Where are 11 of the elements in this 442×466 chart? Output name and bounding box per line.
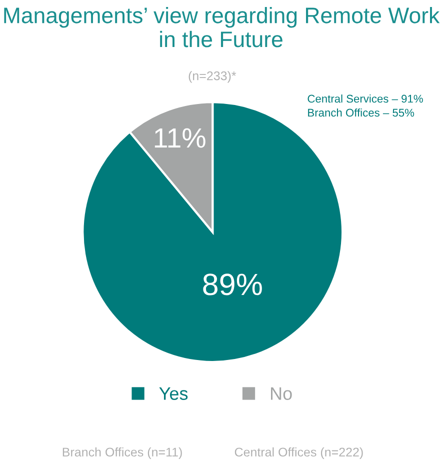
text: Branch Offices – 55% bbox=[308, 108, 414, 117]
data-label: 89% bbox=[203, 274, 262, 296]
legend-label: No bbox=[271, 387, 292, 400]
pie-slice bbox=[82, 101, 344, 364]
text: Branch Offices (n=11) bbox=[62, 447, 182, 460]
text: Central Services – 91% bbox=[308, 94, 423, 103]
chart-subtitle: (n=233)* bbox=[188, 71, 236, 83]
chart-title: Managements’ view regarding Remote Work in the Future bbox=[4, 6, 440, 48]
legend-label: Yes bbox=[159, 387, 188, 400]
text: Central Offices (n=222) bbox=[234, 447, 363, 460]
data-label: 11% bbox=[154, 128, 206, 148]
